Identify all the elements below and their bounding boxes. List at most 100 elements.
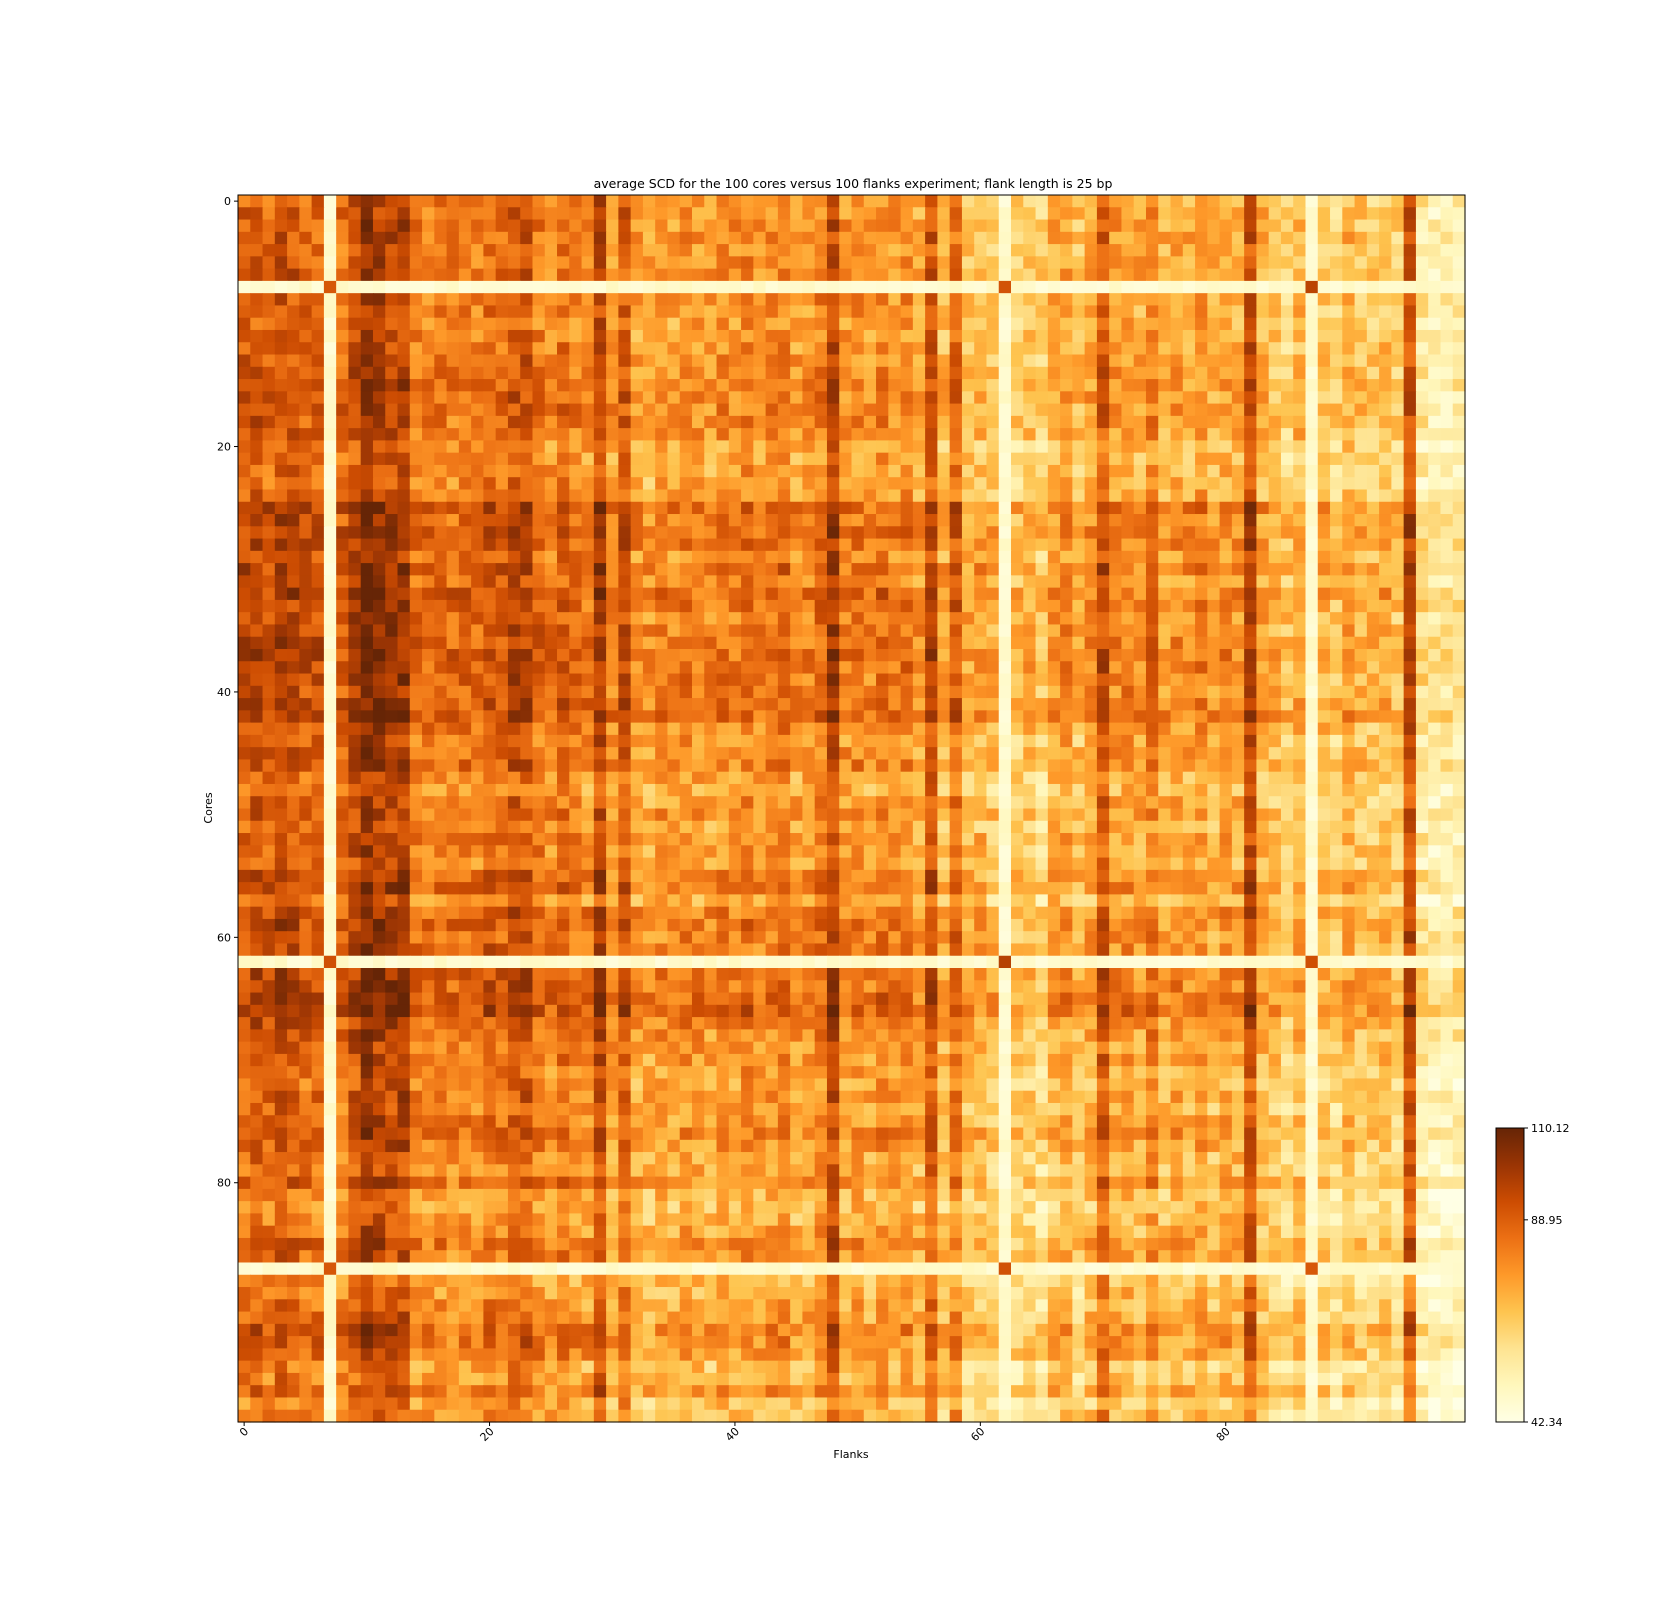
heatmap-cell xyxy=(1158,550,1172,564)
heatmap-cell xyxy=(814,550,828,564)
heatmap-cell xyxy=(1379,280,1392,294)
heatmap-cell xyxy=(520,624,534,638)
heatmap-cell xyxy=(372,685,386,699)
heatmap-cell xyxy=(1354,648,1368,662)
heatmap-cell xyxy=(1084,501,1098,515)
heatmap-cell xyxy=(765,722,779,736)
heatmap-cell xyxy=(912,366,926,380)
heatmap-cell xyxy=(630,685,644,699)
heatmap-cell xyxy=(1403,195,1417,208)
heatmap-cell xyxy=(1452,195,1466,208)
heatmap-cell xyxy=(802,648,816,662)
heatmap-cell xyxy=(458,403,472,417)
heatmap-cell xyxy=(814,759,828,773)
heatmap-cell xyxy=(679,563,693,576)
heatmap-cell xyxy=(360,698,374,711)
heatmap-cell xyxy=(409,268,423,282)
heatmap-cell xyxy=(250,710,264,724)
heatmap-cell xyxy=(569,195,583,208)
heatmap-cell xyxy=(1023,231,1037,245)
heatmap-cell xyxy=(961,501,975,515)
heatmap-cell xyxy=(274,698,288,711)
heatmap-cell xyxy=(1158,612,1172,626)
heatmap-cell xyxy=(1231,342,1245,356)
heatmap-cell xyxy=(1219,734,1233,748)
heatmap-cell xyxy=(1060,428,1073,441)
heatmap-cell xyxy=(1305,268,1319,282)
heatmap-cell xyxy=(986,477,1000,491)
heatmap-cell xyxy=(618,428,632,441)
heatmap-cell xyxy=(790,366,804,380)
heatmap-cell xyxy=(458,219,472,233)
heatmap-cell xyxy=(1280,796,1294,810)
heatmap-cell xyxy=(520,489,534,503)
heatmap-cell xyxy=(1293,575,1307,589)
heatmap-cell xyxy=(937,673,951,687)
heatmap-cell xyxy=(287,415,300,429)
heatmap-cell xyxy=(1035,575,1049,589)
heatmap-cell xyxy=(728,256,742,270)
heatmap-cell xyxy=(262,710,276,724)
heatmap-cell xyxy=(532,305,546,319)
heatmap-cell xyxy=(741,501,754,515)
heatmap-cell xyxy=(422,219,435,233)
heatmap-cell xyxy=(422,514,435,527)
heatmap-cell xyxy=(606,538,619,552)
heatmap-cell xyxy=(250,379,264,392)
heatmap-cell xyxy=(250,771,264,785)
heatmap-cell xyxy=(728,329,742,343)
heatmap-cell xyxy=(1023,391,1037,405)
heatmap-cell xyxy=(1207,796,1221,810)
heatmap-cell xyxy=(1072,464,1086,478)
heatmap-cell xyxy=(360,195,374,208)
heatmap-cell xyxy=(1035,231,1049,245)
heatmap-cell xyxy=(630,710,644,724)
heatmap-cell xyxy=(606,293,619,307)
heatmap-cell xyxy=(569,538,583,552)
heatmap-cell xyxy=(495,379,509,392)
heatmap-cell xyxy=(1428,280,1442,294)
heatmap-cell xyxy=(507,624,521,638)
heatmap-cell xyxy=(986,440,1000,454)
heatmap-cell xyxy=(593,195,607,208)
heatmap-cell xyxy=(385,698,399,711)
heatmap-cell xyxy=(446,391,460,405)
heatmap-cell xyxy=(250,587,264,601)
heatmap-cell xyxy=(925,624,938,638)
heatmap-cell xyxy=(1379,489,1392,503)
heatmap-cell xyxy=(593,268,607,282)
heatmap-cell xyxy=(250,563,264,576)
heatmap-cell xyxy=(372,329,386,343)
heatmap-cell xyxy=(1305,219,1319,233)
heatmap-cell xyxy=(1440,354,1454,368)
heatmap-cell xyxy=(1391,415,1405,429)
heatmap-cell xyxy=(1219,685,1233,699)
heatmap-cell xyxy=(336,379,350,392)
heatmap-cell xyxy=(1244,734,1258,748)
heatmap-cell xyxy=(385,796,399,810)
heatmap-cell xyxy=(1342,207,1356,221)
heatmap-cell xyxy=(1170,440,1184,454)
heatmap-cell xyxy=(863,563,877,576)
heatmap-cell xyxy=(1170,391,1184,405)
heatmap-cell xyxy=(851,440,865,454)
heatmap-cell xyxy=(839,231,853,245)
heatmap-cell xyxy=(1207,575,1221,589)
heatmap-cell xyxy=(1330,538,1343,552)
heatmap-cell xyxy=(1195,526,1208,540)
heatmap-cell xyxy=(642,293,656,307)
heatmap-cell xyxy=(851,685,865,699)
heatmap-cell xyxy=(1219,526,1233,540)
heatmap-cell xyxy=(1219,648,1233,662)
heatmap-cell xyxy=(1280,293,1294,307)
heatmap-cell xyxy=(372,771,386,785)
heatmap-cell xyxy=(1170,612,1184,626)
heatmap-cell xyxy=(1207,477,1221,491)
heatmap-cell xyxy=(385,379,399,392)
heatmap-cell xyxy=(618,207,632,221)
heatmap-cell xyxy=(434,636,448,650)
heatmap-cell xyxy=(630,244,644,257)
heatmap-cell xyxy=(741,587,754,601)
heatmap-cell xyxy=(876,538,889,552)
heatmap-cell xyxy=(851,550,865,564)
